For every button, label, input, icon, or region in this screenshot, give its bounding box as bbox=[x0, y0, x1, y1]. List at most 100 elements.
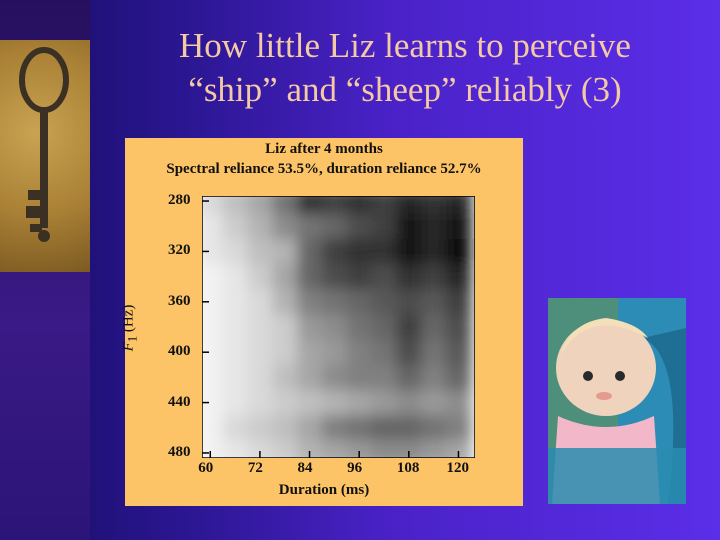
heatmap-cell bbox=[202, 213, 224, 240]
heatmap-cell bbox=[321, 364, 348, 391]
heatmap-cell bbox=[421, 415, 448, 442]
heatmap-cell bbox=[272, 238, 299, 266]
heatmap-cell bbox=[321, 339, 348, 366]
heatmap-cell bbox=[371, 238, 398, 266]
heatmap-cell bbox=[446, 440, 472, 458]
heatmap-cell bbox=[202, 289, 224, 316]
heatmap-cell bbox=[297, 238, 323, 266]
heatmap-cell bbox=[446, 415, 472, 442]
heatmap-cell bbox=[297, 415, 323, 442]
slide-title-line-2: “ship” and “sheep” reliably (3) bbox=[188, 70, 622, 109]
heatmap-cell bbox=[272, 264, 299, 291]
heatmap-cell bbox=[272, 339, 299, 366]
key-icon bbox=[19, 47, 69, 242]
figure-subtitle: Spectral reliance 53.5%, duration relian… bbox=[166, 161, 482, 177]
heatmap-cell bbox=[297, 213, 323, 240]
heatmap-cell bbox=[222, 440, 249, 458]
heatmap-cell bbox=[346, 213, 373, 240]
heatmap-cell bbox=[272, 415, 299, 442]
heatmap-cell bbox=[371, 364, 398, 391]
heatmap-figure: Liz after 4 months Spectral reliance 53.… bbox=[120, 138, 523, 506]
y-tick-label: 360 bbox=[168, 292, 191, 309]
heatmap-cell bbox=[446, 196, 472, 215]
heatmap-cell bbox=[222, 314, 249, 341]
heatmap-cell bbox=[371, 415, 398, 442]
y-tick-label: 280 bbox=[168, 192, 191, 209]
heatmap-cell bbox=[272, 314, 299, 341]
baby-photo bbox=[548, 298, 686, 504]
heatmap-cell bbox=[371, 264, 398, 291]
heatmap-cell bbox=[396, 440, 423, 458]
heatmap-cell bbox=[297, 314, 323, 341]
heatmap-cell bbox=[202, 314, 224, 341]
heatmap-cell bbox=[272, 389, 299, 417]
heatmap-cell bbox=[346, 364, 373, 391]
heatmap-cell bbox=[396, 289, 423, 316]
heatmap-cell bbox=[247, 364, 274, 391]
heatmap-cell bbox=[371, 314, 398, 341]
heatmap-cell bbox=[346, 389, 373, 417]
heatmap-cell bbox=[222, 196, 249, 215]
heatmap-cell bbox=[247, 213, 274, 240]
heatmap-cell bbox=[321, 415, 348, 442]
heatmap-cell bbox=[247, 314, 274, 341]
heatmap-cell bbox=[396, 314, 423, 341]
heatmap-cell bbox=[222, 415, 249, 442]
slide-title-line-1: How little Liz learns to perceive bbox=[179, 26, 631, 65]
x-axis-label: Duration (ms) bbox=[278, 482, 370, 498]
heatmap-cell bbox=[346, 415, 373, 442]
heatmap-cell bbox=[396, 364, 423, 391]
heatmap-cell bbox=[421, 238, 448, 266]
heatmap-cell bbox=[396, 389, 423, 417]
heatmap-cell bbox=[446, 289, 472, 316]
heatmap-cell bbox=[297, 364, 323, 391]
heatmap-cell bbox=[222, 264, 249, 291]
heatmap-cell bbox=[396, 415, 423, 442]
heatmap-cell bbox=[371, 389, 398, 417]
heatmap-cell bbox=[222, 339, 249, 366]
heatmap-cell bbox=[272, 364, 299, 391]
x-tick-label: 120 bbox=[446, 460, 469, 476]
heatmap-cell bbox=[202, 440, 224, 458]
y-tick-label: 320 bbox=[168, 242, 191, 259]
heatmap-cell bbox=[297, 264, 323, 291]
heatmap-cell bbox=[222, 289, 249, 316]
x-tick-label: 96 bbox=[347, 460, 363, 476]
heatmap-cell bbox=[247, 389, 274, 417]
x-tick-label: 72 bbox=[247, 460, 263, 476]
heatmap-cell bbox=[202, 339, 224, 366]
heatmap-cell bbox=[446, 364, 472, 391]
heatmap-cell bbox=[202, 389, 224, 417]
heatmap-cell bbox=[446, 213, 472, 240]
heatmap-cell bbox=[297, 289, 323, 316]
heatmap-cell bbox=[247, 264, 274, 291]
heatmap-cell bbox=[421, 339, 448, 366]
heatmap-cell bbox=[321, 264, 348, 291]
heatmap-cell bbox=[346, 339, 373, 366]
heatmap-cell bbox=[371, 339, 398, 366]
heatmap-cell bbox=[371, 196, 398, 215]
heatmap-cell bbox=[396, 196, 423, 215]
heatmap-cell bbox=[346, 238, 373, 266]
y-tick-label: 400 bbox=[168, 343, 191, 360]
heatmap-cell bbox=[222, 213, 249, 240]
heatmap-cell bbox=[272, 196, 299, 215]
heatmap-cell bbox=[297, 440, 323, 458]
heatmap-cell bbox=[222, 389, 249, 417]
x-tick-label: 84 bbox=[297, 460, 313, 476]
heatmap-cell bbox=[346, 264, 373, 291]
antique-key-photo bbox=[0, 40, 90, 272]
heatmap-cell bbox=[371, 213, 398, 240]
y-axis-label-unit: (Hz) bbox=[120, 304, 137, 336]
heatmap-cell bbox=[421, 213, 448, 240]
heatmap-cell bbox=[421, 440, 448, 458]
heatmap-cell bbox=[202, 238, 224, 266]
heatmap-cell bbox=[297, 196, 323, 215]
heatmap-cell bbox=[222, 238, 249, 266]
x-tick-label: 60 bbox=[198, 460, 214, 476]
heatmap-cell bbox=[446, 238, 472, 266]
heatmap-cell bbox=[396, 339, 423, 366]
heatmap-cell bbox=[346, 314, 373, 341]
y-axis-label: F1 (Hz) bbox=[120, 305, 140, 352]
heatmap-cell bbox=[321, 238, 348, 266]
